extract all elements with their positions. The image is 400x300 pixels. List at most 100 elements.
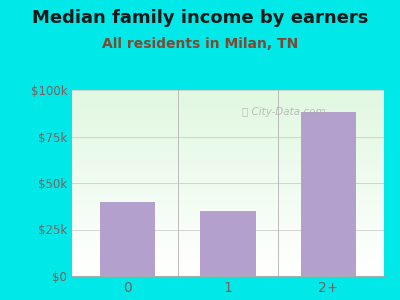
Bar	[72, 240, 384, 241]
Bar	[72, 168, 384, 169]
Bar	[72, 246, 384, 247]
Bar	[72, 235, 384, 236]
Bar	[72, 105, 384, 106]
Bar	[72, 214, 384, 215]
Bar	[72, 128, 384, 129]
Bar	[72, 182, 384, 183]
Bar	[72, 226, 384, 227]
Bar	[72, 169, 384, 170]
Bar	[72, 203, 384, 204]
Bar	[72, 166, 384, 167]
Bar	[72, 132, 384, 133]
Bar	[72, 213, 384, 214]
Bar	[72, 275, 384, 276]
Bar	[72, 100, 384, 101]
Bar	[72, 162, 384, 163]
Text: ⓘ City-Data.com: ⓘ City-Data.com	[242, 107, 326, 117]
Bar	[72, 109, 384, 110]
Bar	[72, 241, 384, 242]
Text: All residents in Milan, TN: All residents in Milan, TN	[102, 38, 298, 52]
Bar	[72, 254, 384, 255]
Bar	[72, 196, 384, 197]
Bar	[72, 250, 384, 251]
Bar	[72, 197, 384, 198]
Bar	[72, 274, 384, 275]
Bar	[72, 157, 384, 158]
Bar	[72, 263, 384, 264]
Bar	[72, 249, 384, 250]
Bar	[72, 225, 384, 226]
Bar	[72, 156, 384, 157]
Bar	[72, 185, 384, 186]
Bar	[72, 233, 384, 234]
Bar	[72, 259, 384, 260]
Bar	[72, 207, 384, 208]
Bar	[72, 139, 384, 140]
Bar	[72, 173, 384, 174]
Bar	[72, 163, 384, 164]
Bar	[72, 220, 384, 221]
Bar	[72, 188, 384, 189]
Bar	[72, 215, 384, 217]
Bar	[72, 230, 384, 231]
Bar	[72, 177, 384, 178]
Bar	[72, 103, 384, 104]
Bar	[72, 200, 384, 201]
Bar	[72, 138, 384, 139]
Bar	[72, 219, 384, 220]
Bar	[72, 170, 384, 171]
Bar	[72, 172, 384, 173]
Bar	[72, 248, 384, 249]
Bar	[72, 181, 384, 182]
Bar	[72, 191, 384, 192]
Bar	[72, 160, 384, 161]
Bar	[72, 261, 384, 262]
Bar	[72, 154, 384, 155]
Bar	[72, 202, 384, 203]
Bar	[72, 218, 384, 219]
Bar	[72, 265, 384, 266]
Bar	[100, 202, 155, 276]
Bar	[72, 127, 384, 128]
Bar	[72, 251, 384, 252]
Bar	[72, 268, 384, 269]
Bar	[72, 161, 384, 162]
Bar	[72, 270, 384, 271]
Bar	[72, 244, 384, 245]
Bar	[72, 174, 384, 175]
Bar	[72, 164, 384, 165]
Bar	[72, 125, 384, 126]
Bar	[72, 257, 384, 258]
Bar	[72, 140, 384, 141]
Bar	[72, 119, 384, 120]
Bar	[72, 106, 384, 107]
Bar	[72, 91, 384, 92]
Bar	[72, 146, 384, 147]
Bar	[72, 165, 384, 166]
Bar	[72, 92, 384, 93]
Bar	[72, 266, 384, 267]
Bar	[72, 262, 384, 263]
Bar	[72, 147, 384, 148]
Bar	[72, 212, 384, 213]
Bar	[72, 94, 384, 96]
Bar	[72, 195, 384, 196]
Bar	[72, 202, 384, 203]
Bar	[72, 198, 384, 199]
Bar	[72, 145, 384, 146]
Bar	[72, 194, 384, 195]
Bar	[72, 124, 384, 125]
Bar	[72, 190, 384, 191]
Bar	[72, 144, 384, 145]
Bar	[72, 255, 384, 256]
Bar	[200, 211, 256, 276]
Bar	[72, 130, 384, 131]
Bar	[72, 260, 384, 261]
Bar	[72, 97, 384, 98]
Bar	[301, 112, 356, 276]
Bar	[72, 167, 384, 168]
Bar	[72, 271, 384, 272]
Bar	[72, 155, 384, 156]
Bar	[72, 184, 384, 185]
Bar	[72, 149, 384, 150]
